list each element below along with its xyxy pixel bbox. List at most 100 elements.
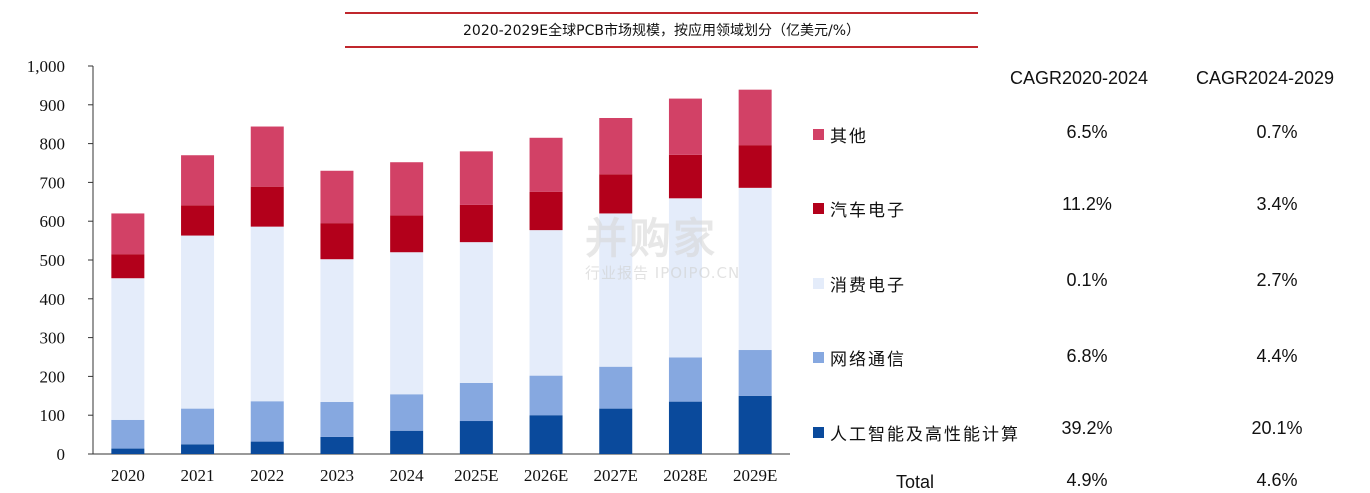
bar-segment <box>668 154 702 199</box>
bar-segment <box>459 151 493 205</box>
legend-swatch-consumer <box>813 277 824 289</box>
total-label: Total <box>895 472 935 492</box>
x-tick-label: 2025E <box>454 466 498 485</box>
bar-segment <box>181 205 215 236</box>
bar-segment <box>320 436 354 454</box>
bar-segment <box>181 408 215 445</box>
bar-segment <box>459 242 493 383</box>
bar-segment <box>529 230 563 376</box>
y-tick-label: 600 <box>40 212 66 231</box>
legend-item-other: 其他 <box>813 122 868 147</box>
bar-segment <box>738 395 772 454</box>
y-tick-label: 200 <box>40 367 66 386</box>
bar-segment <box>738 89 772 146</box>
bar-segment <box>529 375 563 416</box>
x-tick-label: 2022 <box>250 466 284 485</box>
x-tick-label: 2028E <box>663 466 707 485</box>
bar-segment <box>250 401 284 442</box>
cagr2-other: 0.7% <box>1256 122 1298 142</box>
bar-segment <box>390 252 424 395</box>
x-tick-label: 2024 <box>390 466 425 485</box>
bar-segment <box>111 213 145 255</box>
bar-segment <box>390 394 424 431</box>
bar-segment <box>250 186 284 227</box>
legend-item-network: 网络通信 <box>813 345 906 370</box>
legend-swatch-other <box>813 128 824 140</box>
bar-segment <box>181 155 215 206</box>
bar-segment <box>668 98 702 155</box>
bar-segment <box>529 415 563 454</box>
y-tick-label: 900 <box>40 96 66 115</box>
cagr1-other: 6.5% <box>1066 122 1108 142</box>
bar-segment <box>250 126 284 187</box>
bar-segment <box>599 117 633 175</box>
cagr2-consumer: 2.7% <box>1256 270 1298 290</box>
bar-segment <box>320 402 354 437</box>
legend-swatch-auto <box>813 202 824 214</box>
bar-segment <box>668 401 702 454</box>
bar-segment <box>320 223 354 260</box>
legend-item-auto: 汽车电子 <box>813 196 906 221</box>
bar-segment <box>390 162 424 216</box>
bar-segment <box>181 444 215 454</box>
legend-label-network: 网络通信 <box>830 349 906 370</box>
x-tick-label: 2027E <box>594 466 638 485</box>
header-cagr-2020-2024: CAGR2020-2024 <box>1009 68 1149 88</box>
bar-segment <box>738 145 772 188</box>
bar-segment <box>111 278 145 420</box>
bar-segment <box>459 204 493 243</box>
bar-segment <box>738 187 772 351</box>
y-tick-label: 800 <box>40 135 66 154</box>
bar-segment <box>599 408 633 454</box>
bar-segment <box>111 419 145 449</box>
bar-segment <box>599 213 633 367</box>
bar-segment <box>529 191 563 231</box>
cagr1-total: 4.9% <box>1066 470 1108 490</box>
cagr2-auto: 3.4% <box>1256 194 1298 214</box>
y-tick-label: 0 <box>57 445 66 464</box>
cagr1-auto: 11.2% <box>1062 194 1112 214</box>
bar-segment <box>390 430 424 454</box>
x-tick-label: 2023 <box>320 466 354 485</box>
bar-segment <box>459 382 493 422</box>
legend-label-consumer: 消费电子 <box>830 275 906 296</box>
x-tick-label: 2020 <box>111 466 145 485</box>
y-tick-label: 100 <box>40 406 66 425</box>
bar-segment <box>250 226 284 402</box>
cagr1-network: 6.8% <box>1066 346 1108 366</box>
bar-segment <box>181 235 215 409</box>
cagr2-network: 4.4% <box>1256 346 1298 366</box>
bar-segment <box>599 174 633 214</box>
stacked-bar-chart: 0 100 200 300 400 500 600 700 800 900 1,000 2020 202… <box>27 57 790 485</box>
legend-label-auto: 汽车电子 <box>830 200 906 221</box>
cagr2-total: 4.6% <box>1256 470 1298 490</box>
y-tick-label: 300 <box>40 329 66 348</box>
bar-segment <box>738 350 772 396</box>
chart-title-box: 2020-2029E全球PCB市场规模，按应用领域划分（亿美元/%） <box>345 12 978 48</box>
x-tick-label: 2021 <box>181 466 215 485</box>
bar-segment <box>390 215 424 253</box>
bar-segment <box>111 448 145 454</box>
x-tick-label: 2029E <box>733 466 777 485</box>
bar-segment <box>668 198 702 358</box>
y-tick-label: 400 <box>40 290 66 309</box>
bar-segment <box>459 421 493 454</box>
cagr1-consumer: 0.1% <box>1066 270 1108 290</box>
bar-segment <box>250 441 284 454</box>
cagr2-ai-hpc: 20.1% <box>1251 418 1303 438</box>
bar-segment <box>111 254 145 279</box>
legend-label-ai-hpc: 人工智能及高性能计算 <box>830 424 1020 445</box>
legend-item-ai-hpc: 人工智能及高性能计算 <box>813 420 1020 445</box>
bar-segment <box>529 137 563 192</box>
header-cagr-2024-2029: CAGR2024-2029 <box>1195 68 1335 88</box>
chart-title: 2020-2029E全球PCB市场规模，按应用领域划分（亿美元/%） <box>463 23 860 39</box>
bar-segment <box>599 366 633 409</box>
y-tick-label: 500 <box>40 251 66 270</box>
bar-segment <box>320 170 354 224</box>
x-tick-label: 2026E <box>524 466 568 485</box>
legend-label-other: 其他 <box>830 126 868 147</box>
legend-swatch-ai-hpc <box>813 426 824 438</box>
bar-segment <box>320 259 354 403</box>
bar-segment <box>668 357 702 402</box>
legend-item-consumer: 消费电子 <box>813 271 906 296</box>
